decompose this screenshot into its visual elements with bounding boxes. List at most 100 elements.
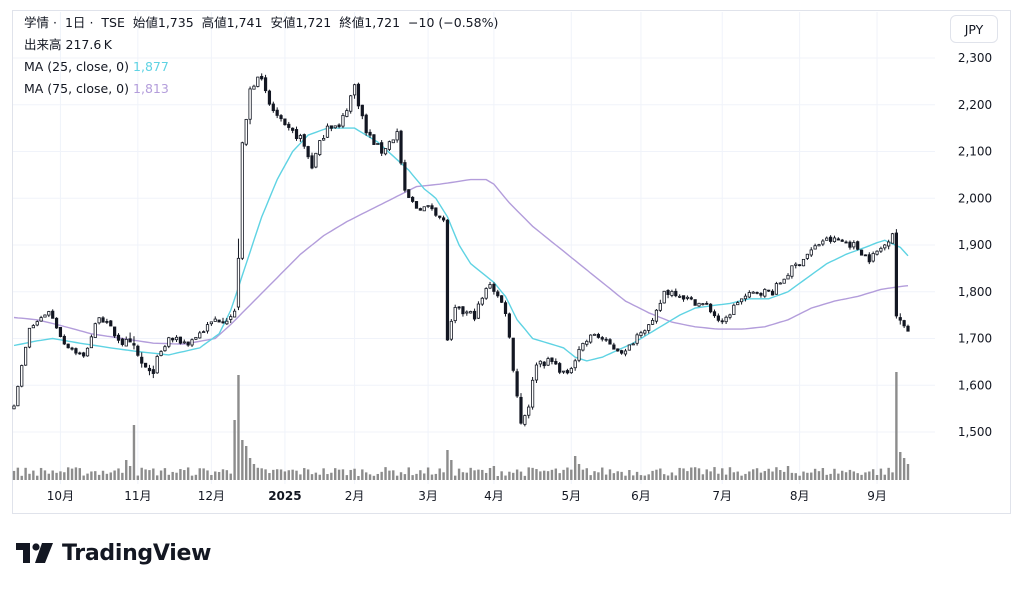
candle-body — [380, 142, 384, 154]
candle — [705, 301, 709, 305]
candle-body — [209, 321, 213, 325]
candle — [453, 304, 457, 324]
candle-body — [202, 331, 206, 334]
candle — [66, 343, 70, 349]
candle-body — [867, 254, 871, 263]
volume-bar — [453, 475, 457, 480]
currency-button[interactable]: JPY — [950, 15, 998, 43]
volume-bar — [357, 475, 360, 480]
volume-bar — [55, 472, 58, 480]
candle-body — [581, 343, 585, 351]
candle-body — [352, 84, 357, 96]
ma75-label: MA (75, close, 0) — [24, 81, 130, 96]
volume-bar — [446, 450, 449, 480]
candle — [805, 253, 809, 260]
candle-body — [573, 360, 577, 369]
candle-body — [674, 290, 678, 297]
time-tick-label: 2025 — [268, 489, 301, 503]
candle-body — [190, 339, 194, 346]
candle-body — [143, 362, 148, 368]
candle — [546, 356, 550, 366]
volume-bar — [515, 469, 519, 480]
candle-body — [368, 131, 372, 136]
volume-bar — [411, 475, 414, 480]
candle — [894, 229, 898, 319]
candle-body — [275, 109, 279, 116]
change-value: −10 (−0.58%) — [408, 15, 499, 30]
candle-body — [182, 341, 186, 344]
volume-bar — [225, 470, 229, 480]
volume-bar — [682, 468, 685, 480]
candle — [782, 278, 786, 284]
candle — [817, 243, 821, 247]
candle-body — [271, 103, 275, 112]
candle — [24, 346, 28, 366]
candle-body — [554, 361, 558, 365]
volume-bar — [237, 375, 240, 480]
volume-bar — [47, 473, 51, 480]
volume-bar — [461, 472, 465, 480]
candle — [248, 86, 252, 125]
candle-body — [314, 152, 318, 168]
volume-bar — [264, 469, 267, 480]
candle — [565, 368, 570, 375]
time-tick-label: 8月 — [790, 489, 810, 503]
volume-bar — [566, 467, 569, 480]
candle-body — [794, 263, 798, 266]
open-value: 1,735 — [157, 15, 194, 30]
candle-body — [43, 314, 47, 318]
candle-body — [484, 288, 488, 299]
volume-bar — [523, 475, 527, 480]
volume-bar — [767, 468, 770, 480]
candle — [813, 243, 817, 250]
volume-bar — [833, 468, 836, 480]
volume-bar — [426, 467, 430, 480]
volume-bar — [442, 472, 445, 480]
candle-body — [825, 237, 829, 241]
candle — [561, 370, 566, 374]
candle — [171, 337, 175, 343]
candle — [279, 114, 283, 122]
candle-body — [422, 206, 426, 212]
volume-bar — [183, 470, 186, 480]
time-axis[interactable]: 10月 11月 12月 2025 2月 3月 4月 5月 6月 7月 8月 9月 — [47, 489, 887, 503]
volume-bar — [434, 473, 438, 480]
candle-body — [728, 314, 732, 318]
symbol-name[interactable]: 学情 — [24, 15, 50, 30]
tradingview-logo[interactable]: TradingView — [16, 536, 211, 570]
candle — [472, 308, 477, 322]
ma75-legend[interactable]: MA (75, close, 0) 1,813 — [24, 80, 173, 98]
volume-bar — [690, 467, 693, 480]
candle-body — [813, 245, 817, 250]
candle-body — [538, 360, 542, 365]
candle-body — [612, 344, 616, 350]
candle-body — [596, 334, 600, 338]
sep: · — [89, 15, 94, 30]
candle-body — [93, 323, 97, 338]
candle — [484, 287, 488, 300]
candle-body — [828, 236, 833, 242]
candle — [608, 338, 612, 345]
volume-bar — [275, 469, 279, 480]
candle-body — [798, 264, 802, 267]
volume-bar — [364, 472, 368, 480]
ma25-legend[interactable]: MA (25, close, 0) 1,877 — [24, 58, 173, 76]
candle-body — [345, 110, 349, 117]
candle-body — [577, 349, 581, 361]
candle-body — [411, 196, 415, 202]
candle — [589, 334, 593, 344]
price-axis[interactable]: 1,500 1,600 1,700 1,800 1,900 2,000 2,100 2,200… — [958, 51, 992, 439]
volume-bar — [233, 420, 236, 480]
candle-body — [476, 303, 481, 319]
volume-bar — [906, 464, 910, 480]
candle — [35, 320, 39, 327]
candle — [225, 318, 229, 325]
volume-bar — [624, 475, 627, 480]
candle-body — [836, 238, 840, 241]
candle-body — [689, 297, 693, 300]
candle — [256, 76, 260, 88]
volume-bar — [155, 475, 159, 480]
candle-body — [244, 119, 248, 145]
candle-body — [105, 321, 109, 323]
